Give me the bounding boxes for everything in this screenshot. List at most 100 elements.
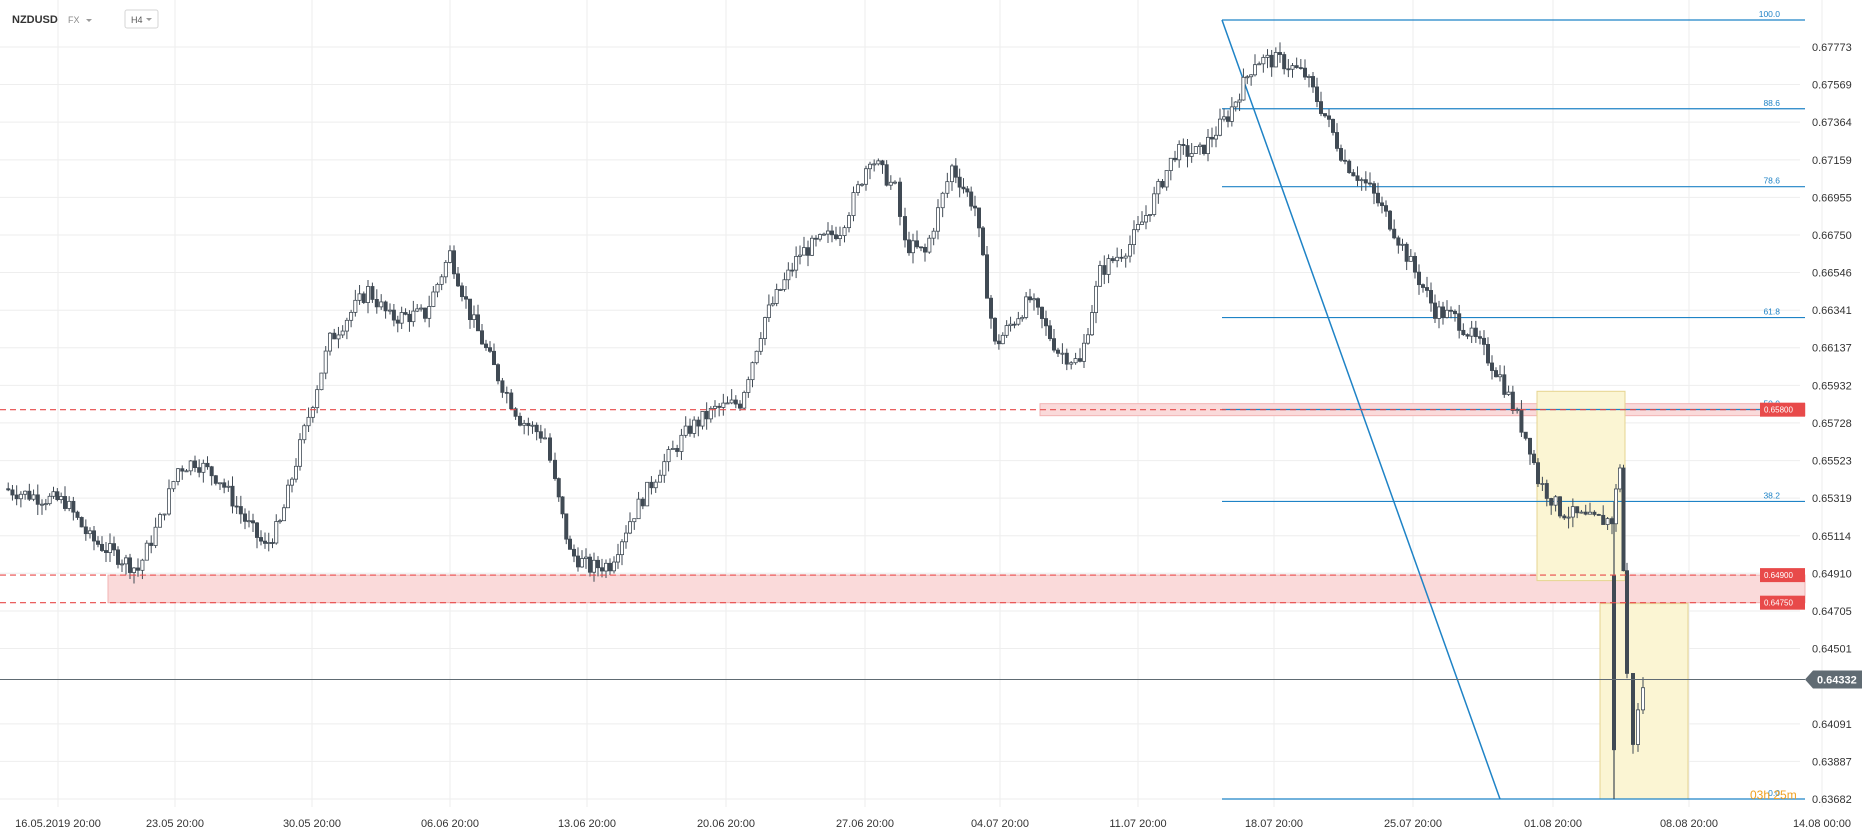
candle-body	[1245, 76, 1250, 79]
chevron-down-icon[interactable]	[146, 18, 152, 21]
candle-body	[75, 511, 80, 518]
chevron-down-icon[interactable]	[86, 19, 92, 22]
y-tick-label: 0.66137	[1812, 343, 1852, 355]
candle-body	[504, 391, 509, 394]
candle-body	[628, 521, 633, 534]
candle-body	[1570, 506, 1575, 518]
fib-level-label: 88.6	[1763, 98, 1780, 108]
x-tick-label: 11.07 20:00	[1109, 818, 1166, 830]
candle-body	[1469, 327, 1474, 337]
candle-body	[1408, 255, 1413, 262]
candle-body	[6, 488, 11, 491]
candle-body	[293, 465, 298, 480]
candle-body	[907, 239, 912, 254]
candle-body	[1136, 224, 1141, 231]
candle-body	[1253, 64, 1258, 76]
candle-body	[717, 405, 722, 408]
candle-body	[725, 402, 730, 405]
price-axis[interactable]: 0.67773 0.67569 0.67364 0.67159 0.66955 0.667…	[1812, 42, 1852, 806]
candle-body	[1226, 116, 1231, 122]
support-zone[interactable]	[107, 574, 1806, 604]
candle-body	[1566, 516, 1571, 519]
candle-body	[1457, 313, 1462, 331]
candle-body	[814, 237, 819, 240]
candle-body	[63, 496, 68, 509]
candle-body	[868, 163, 873, 170]
candle-body	[911, 240, 916, 254]
level-label: 0.64750	[1764, 599, 1793, 608]
candle-body	[662, 461, 667, 476]
candle-body	[604, 562, 609, 572]
horizontal-levels[interactable]: 0.65800 0.64900 0.64750	[0, 402, 1805, 610]
candle-body	[1523, 431, 1528, 439]
candle-body	[201, 462, 206, 473]
candle-body	[500, 380, 505, 393]
y-tick-label: 0.64705	[1812, 606, 1852, 618]
current-price-marker: 0.64332	[0, 670, 1862, 689]
candle-body	[742, 392, 747, 409]
candle-body	[1368, 182, 1373, 185]
candle-body	[1119, 256, 1124, 259]
candle-body	[1631, 673, 1636, 745]
candle-body	[1519, 409, 1524, 433]
candle-body	[851, 192, 856, 216]
candle-body	[1257, 63, 1262, 66]
candle-body	[1233, 101, 1238, 108]
candle-body	[746, 379, 751, 393]
candle-body	[250, 520, 255, 524]
candle-body	[653, 481, 658, 489]
candle-body	[104, 550, 109, 553]
fib-level-label: 38.2	[1763, 490, 1780, 500]
candle-body	[534, 424, 539, 433]
level-label: 0.64900	[1764, 571, 1793, 580]
candle-body	[1392, 228, 1397, 239]
candle-body	[1056, 349, 1061, 354]
candle-body	[1098, 265, 1103, 287]
candle-body	[281, 507, 286, 522]
y-tick-label: 0.67159	[1812, 155, 1852, 167]
candle-body	[1052, 338, 1057, 351]
candle-body	[750, 362, 755, 381]
candle-body	[431, 291, 436, 307]
level-tag	[1760, 595, 1805, 610]
candle-body	[1012, 323, 1017, 326]
y-tick-label: 0.65932	[1812, 380, 1852, 392]
range-box-upper[interactable]	[1536, 390, 1626, 582]
candle-body	[27, 490, 32, 500]
candle-body	[1307, 76, 1312, 78]
candle-body	[1388, 210, 1393, 230]
candle-body	[1510, 391, 1515, 411]
candle-body	[1331, 118, 1336, 133]
candle-body	[1596, 514, 1601, 516]
candle-body	[1579, 511, 1584, 514]
candle-body	[1140, 221, 1145, 225]
candle-body	[1618, 467, 1623, 490]
candle-body	[439, 276, 444, 285]
time-axis[interactable]: 16.05.2019 20:00 23.05 20:00 30.05 20:00 06…	[15, 818, 1851, 830]
timeframe-selector[interactable]	[124, 9, 159, 29]
candle-body	[993, 317, 998, 342]
candle-body	[1040, 306, 1045, 319]
chart-header: NZDUSD FX H4	[12, 9, 159, 29]
level-tag	[1760, 402, 1805, 417]
candle-body	[1396, 237, 1401, 246]
symbol-label[interactable]: NZDUSD	[12, 14, 58, 26]
candle-body	[1177, 144, 1182, 161]
candle-body	[856, 184, 861, 193]
candle-body	[340, 330, 345, 336]
timeframe-label[interactable]: H4	[131, 15, 143, 25]
candle-body	[818, 234, 823, 240]
candle-body	[1315, 86, 1320, 103]
candle-body	[306, 416, 311, 427]
candle-body	[222, 482, 227, 488]
candle-body	[149, 542, 154, 546]
fib-level-label: 100.0	[1759, 9, 1781, 19]
y-tick-label: 0.65728	[1812, 418, 1852, 430]
candle-body	[733, 399, 738, 405]
candle-body	[1540, 483, 1545, 485]
candle-body	[374, 299, 379, 308]
x-tick-label: 04.07 20:00	[971, 818, 1029, 830]
candle-body	[864, 168, 869, 185]
candle-body	[1273, 52, 1278, 68]
